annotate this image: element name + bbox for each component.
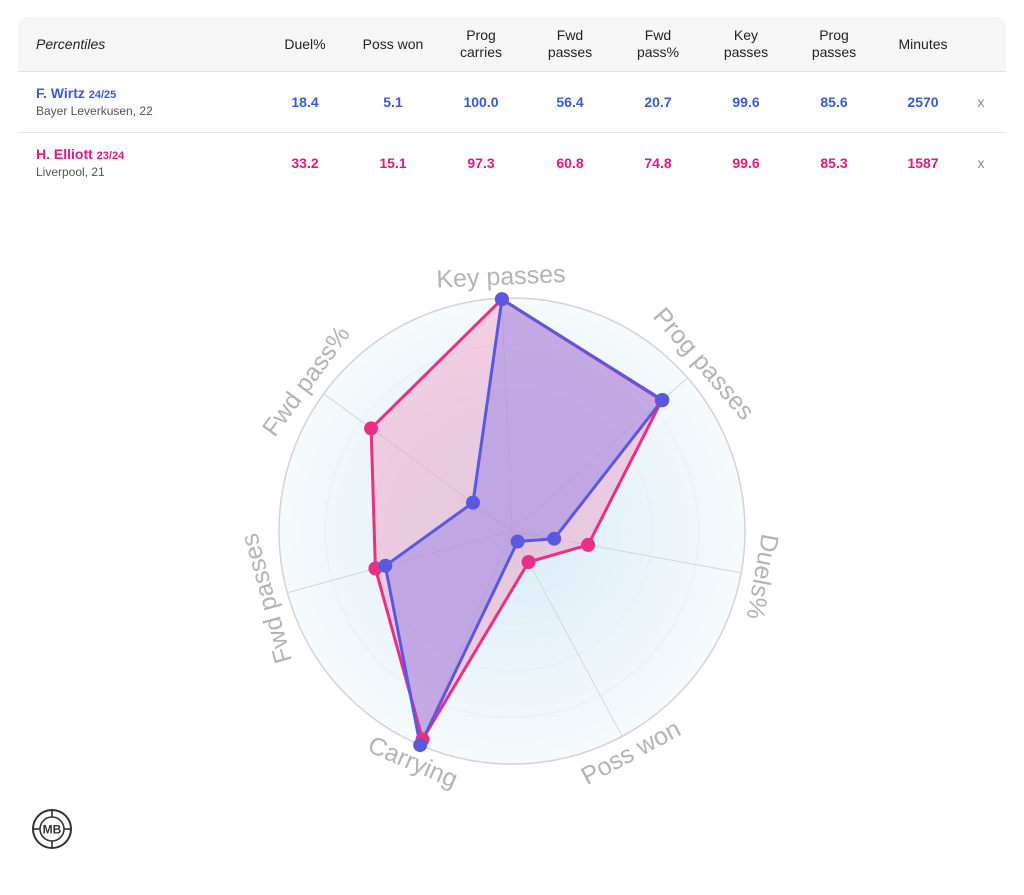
player-club: Liverpool, 21 [36, 165, 105, 179]
radar-point-wirtz [466, 495, 480, 510]
radar-grid-ring [371, 390, 653, 672]
header-percentiles: Percentiles [36, 35, 106, 52]
radar-line-wirtz [383, 297, 664, 747]
remove-player-button[interactable]: x [977, 155, 985, 171]
cell-prog-passes: 85.3 [820, 155, 848, 171]
radar-point-wirtz [378, 558, 393, 573]
radar-point-wirtz [510, 534, 525, 549]
radar-area-elliott [371, 299, 662, 740]
radar-point-wirtz [494, 292, 509, 307]
player-club: Bayer Leverkusen, 22 [36, 104, 153, 118]
radar-spoke [501, 298, 513, 532]
header-prog-passes[interactable]: Prog passes [811, 27, 857, 60]
remove-player-button[interactable]: x [977, 94, 985, 110]
cell-poss-won: 15.1 [379, 155, 407, 171]
player-row-elliott: H. Elliott 23/24 Liverpool, 21 33.2 15.1… [18, 133, 1006, 193]
player-name-line: H. Elliott 23/24 [36, 146, 124, 165]
cell-duel-pct: 33.2 [291, 155, 319, 171]
radar-grid-ring [418, 437, 606, 625]
cell-prog-passes: 85.6 [820, 94, 848, 110]
player-name-line: F. Wirtz 24/25 [36, 85, 153, 104]
header-poss-won[interactable]: Poss won [362, 35, 424, 52]
header-fwd-pass-pct[interactable]: Fwd pass% [636, 27, 680, 60]
player-season: 24/25 [88, 89, 117, 101]
player-info: F. Wirtz 24/25 Bayer Leverkusen, 22 [36, 72, 153, 132]
player-row-wirtz: F. Wirtz 24/25 Bayer Leverkusen, 22 18.4… [18, 72, 1006, 133]
header-prog-carries[interactable]: Prog carries [459, 27, 502, 60]
cell-fwd-passes: 60.8 [556, 155, 584, 171]
cell-key-passes: 99.6 [732, 155, 760, 171]
cell-fwd-pass-pct: 74.8 [644, 155, 672, 171]
logo-text: MB [43, 823, 62, 837]
radar-spoke [323, 393, 513, 532]
radar-point-wirtz [413, 738, 428, 753]
radar-outer-ring [278, 297, 746, 765]
radar-line-elliott [369, 297, 664, 741]
radar-area-wirtz [385, 299, 663, 746]
cell-prog-carries: 100.0 [463, 94, 499, 110]
player-name[interactable]: H. Elliott [36, 146, 93, 162]
cell-key-passes: 99.6 [732, 94, 760, 110]
cell-fwd-passes: 56.4 [556, 94, 584, 110]
radar-point-wirtz [547, 531, 562, 546]
radar-point-wirtz [655, 393, 670, 407]
percentiles-table: Percentiles Duel% Poss won Prog carries F… [18, 17, 1006, 193]
player-season: 23/24 [96, 150, 125, 162]
mb-logo-icon: MB [32, 809, 72, 849]
radar-spoke [419, 530, 513, 746]
cell-poss-won: 5.1 [383, 94, 403, 110]
cell-minutes: 2570 [907, 94, 939, 110]
header-minutes[interactable]: Minutes [898, 35, 948, 52]
table-header: Percentiles Duel% Poss won Prog carries F… [18, 17, 1006, 72]
header-fwd-passes[interactable]: Fwd passes [547, 27, 593, 60]
radar-point-elliott [581, 537, 596, 552]
header-duel-pct[interactable]: Duel% [284, 35, 326, 52]
radar-grid-ring [325, 344, 699, 718]
cell-fwd-pass-pct: 20.7 [644, 94, 672, 110]
radar-point-elliott [521, 555, 536, 569]
radar-spoke [287, 530, 513, 594]
radar-point-elliott [364, 421, 379, 436]
cell-prog-carries: 97.3 [467, 155, 495, 171]
radar-axis-label: Key passes [436, 260, 566, 294]
player-name[interactable]: F. Wirtz [36, 85, 85, 101]
player-info: H. Elliott 23/24 Liverpool, 21 [36, 133, 124, 193]
radar-axis-label: Duels% [741, 532, 784, 622]
cell-minutes: 1587 [907, 155, 939, 171]
header-key-passes[interactable]: Key passes [723, 27, 769, 60]
cell-duel-pct: 18.4 [291, 94, 319, 110]
